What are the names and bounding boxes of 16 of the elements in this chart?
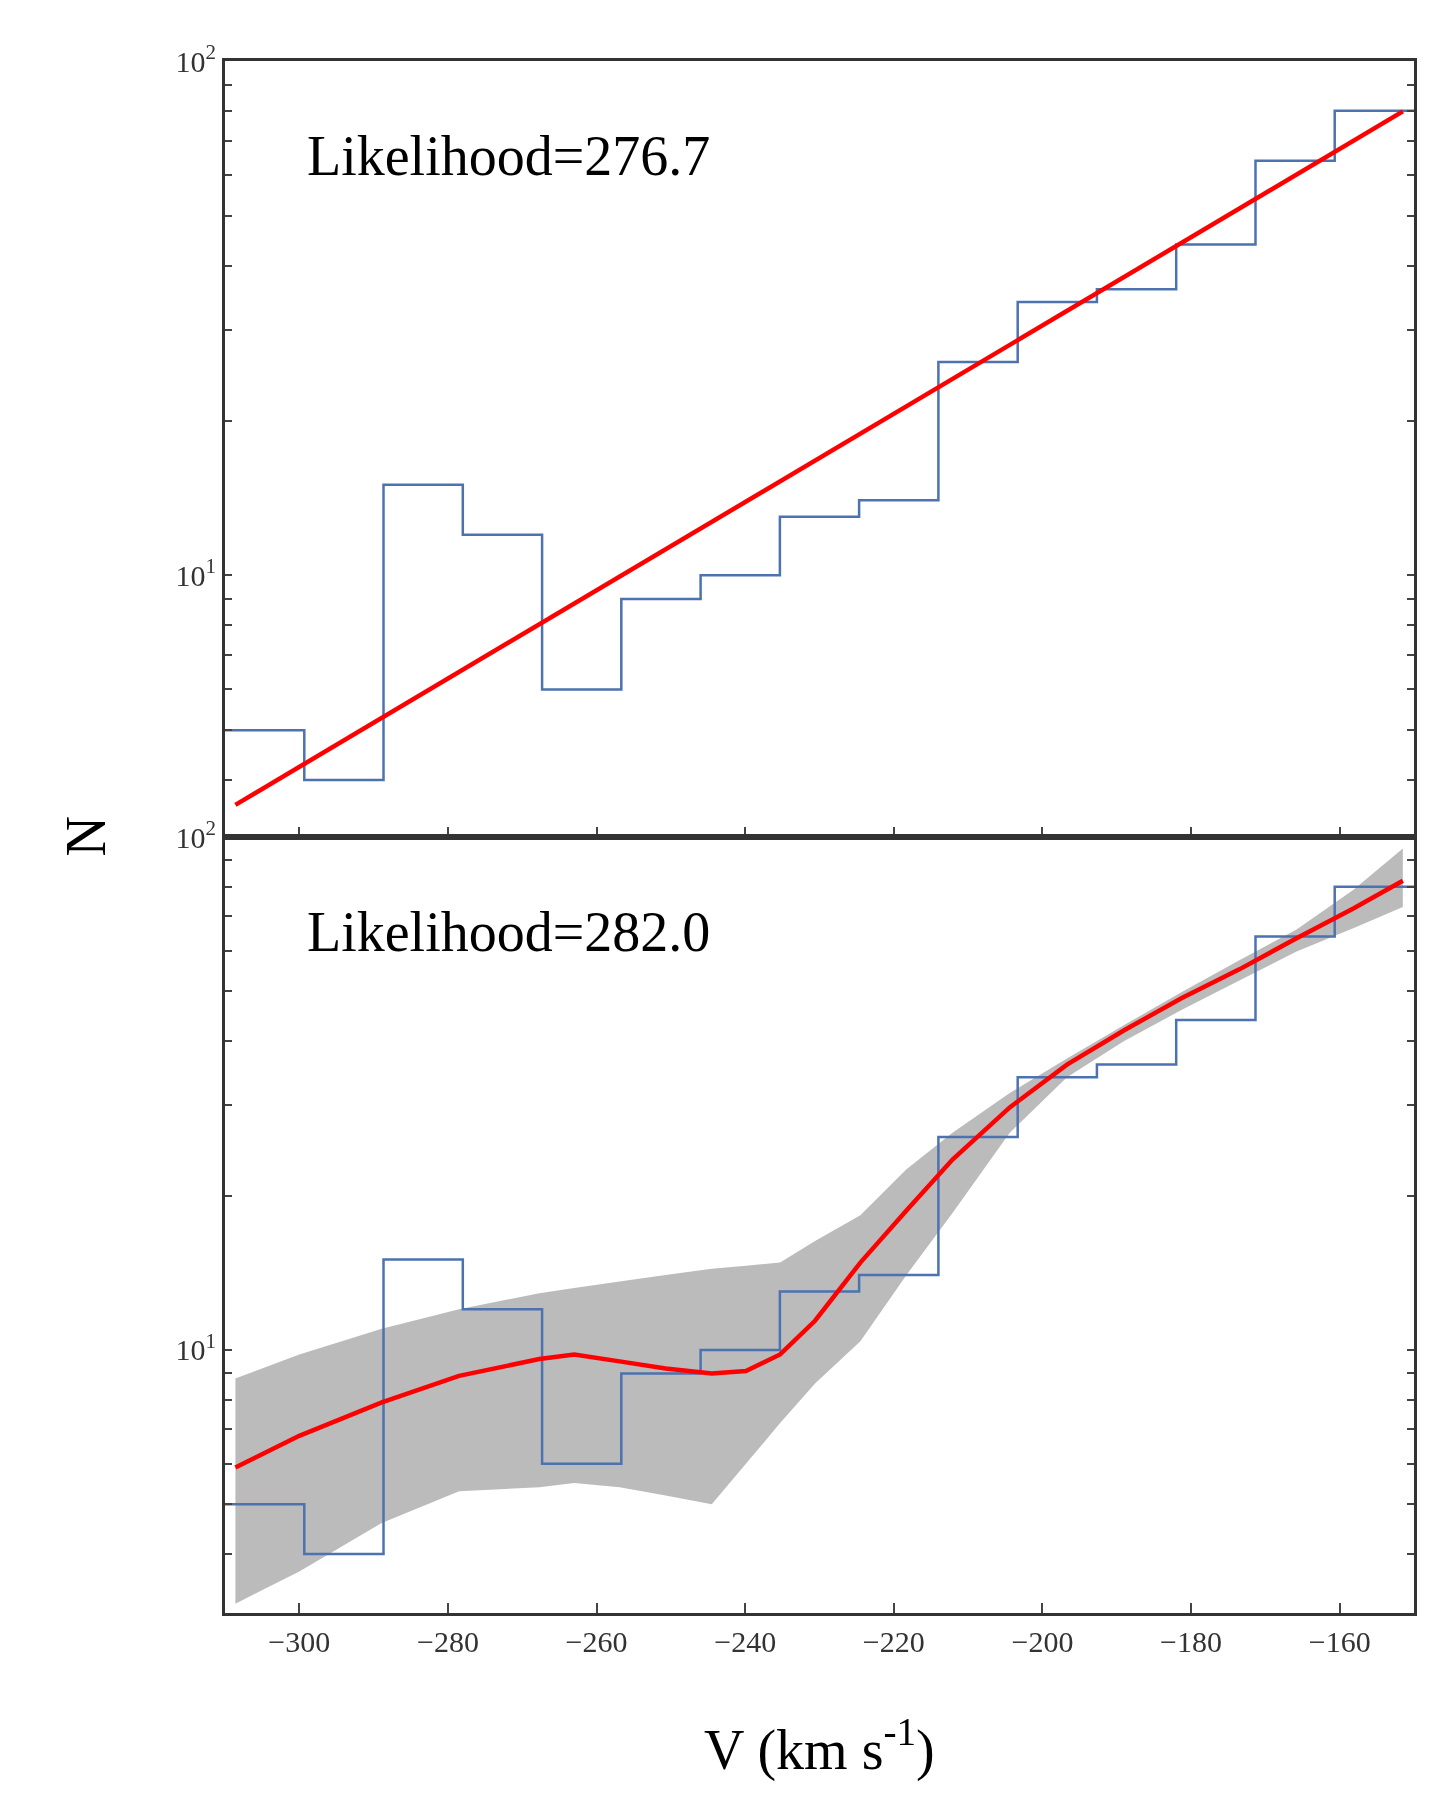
x-tick-label: −300 xyxy=(268,1625,331,1658)
y-tick-label: 10$^{1}$ xyxy=(175,1328,216,1367)
annotation: Likelihood=276.7 xyxy=(307,125,711,187)
x-tick-label: −260 xyxy=(565,1625,628,1658)
x-tick-label: −220 xyxy=(862,1625,925,1658)
x-tick-label: −160 xyxy=(1308,1625,1371,1658)
y-axis-title: N xyxy=(54,816,117,857)
x-tick-label: −280 xyxy=(416,1625,479,1658)
x-tick-label: −180 xyxy=(1160,1625,1223,1658)
y-tick-label: 10$^{2}$ xyxy=(175,815,216,854)
y-tick-label: 10$^{1}$ xyxy=(175,554,216,592)
x-axis-title: V (km s$^{-1}$) xyxy=(704,1710,935,1782)
annotation: Likelihood=282.0 xyxy=(307,901,711,963)
x-tick-label: −240 xyxy=(714,1625,777,1658)
x-tick-label: −200 xyxy=(1011,1625,1074,1658)
y-tick-label: 10$^{2}$ xyxy=(175,39,216,78)
